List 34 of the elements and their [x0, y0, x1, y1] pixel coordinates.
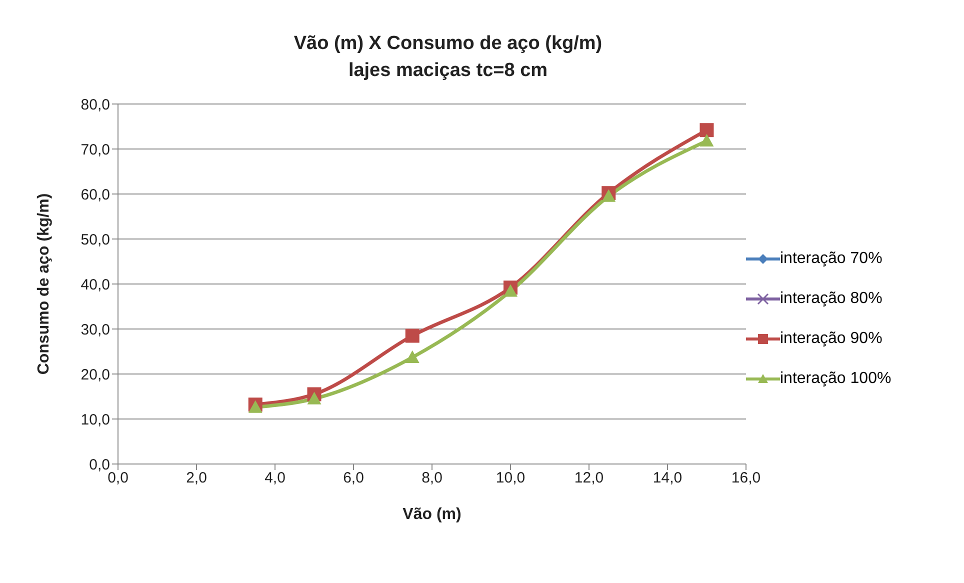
point — [700, 134, 714, 146]
x-tick-label: 8,0 — [422, 470, 442, 487]
x-tick-label: 2,0 — [186, 470, 207, 487]
point — [405, 328, 420, 343]
y-tick-label: 40,0 — [80, 276, 110, 294]
chart-subtitle: lajes maciças tc=8 cm — [347, 59, 549, 83]
y-tick-label: 30,0 — [80, 321, 110, 338]
point — [307, 392, 322, 404]
point — [504, 284, 518, 297]
y-tick-label: 60,0 — [80, 186, 110, 204]
point — [405, 350, 420, 363]
legend-label: interação 90% — [780, 330, 882, 348]
point — [602, 189, 616, 202]
legend-label: interação 100% — [780, 370, 892, 388]
y-tick-label: 20,0 — [80, 366, 110, 384]
y-tick-label: 80,0 — [80, 96, 110, 114]
legend-label: interação 70% — [780, 250, 882, 268]
x-tick-label: 12,0 — [574, 470, 604, 487]
point — [248, 400, 262, 413]
y-tick-label: 50,0 — [80, 231, 110, 248]
legend-label: interação 80% — [780, 290, 882, 308]
y-tick-label: 10,0 — [80, 411, 110, 428]
x-tick-label: 6,0 — [343, 470, 364, 487]
y-axis-title: Consumo de aço (kg/m) — [36, 193, 53, 375]
x-tick-label: 4,0 — [264, 470, 286, 487]
x-tick-label: 16,0 — [731, 470, 761, 487]
x-tick-label: 14,0 — [652, 470, 682, 487]
x-tick-label: 0,0 — [108, 470, 128, 487]
y-tick-label: 70,0 — [80, 141, 110, 158]
point — [700, 123, 714, 138]
x-tick-label: 10,0 — [496, 470, 526, 487]
y-tick-label: 0,0 — [89, 456, 110, 474]
x-axis-title: Vão (m) — [402, 506, 462, 523]
chart-title: Vão (m) X Consumo de aço (kg/m) — [292, 32, 604, 56]
